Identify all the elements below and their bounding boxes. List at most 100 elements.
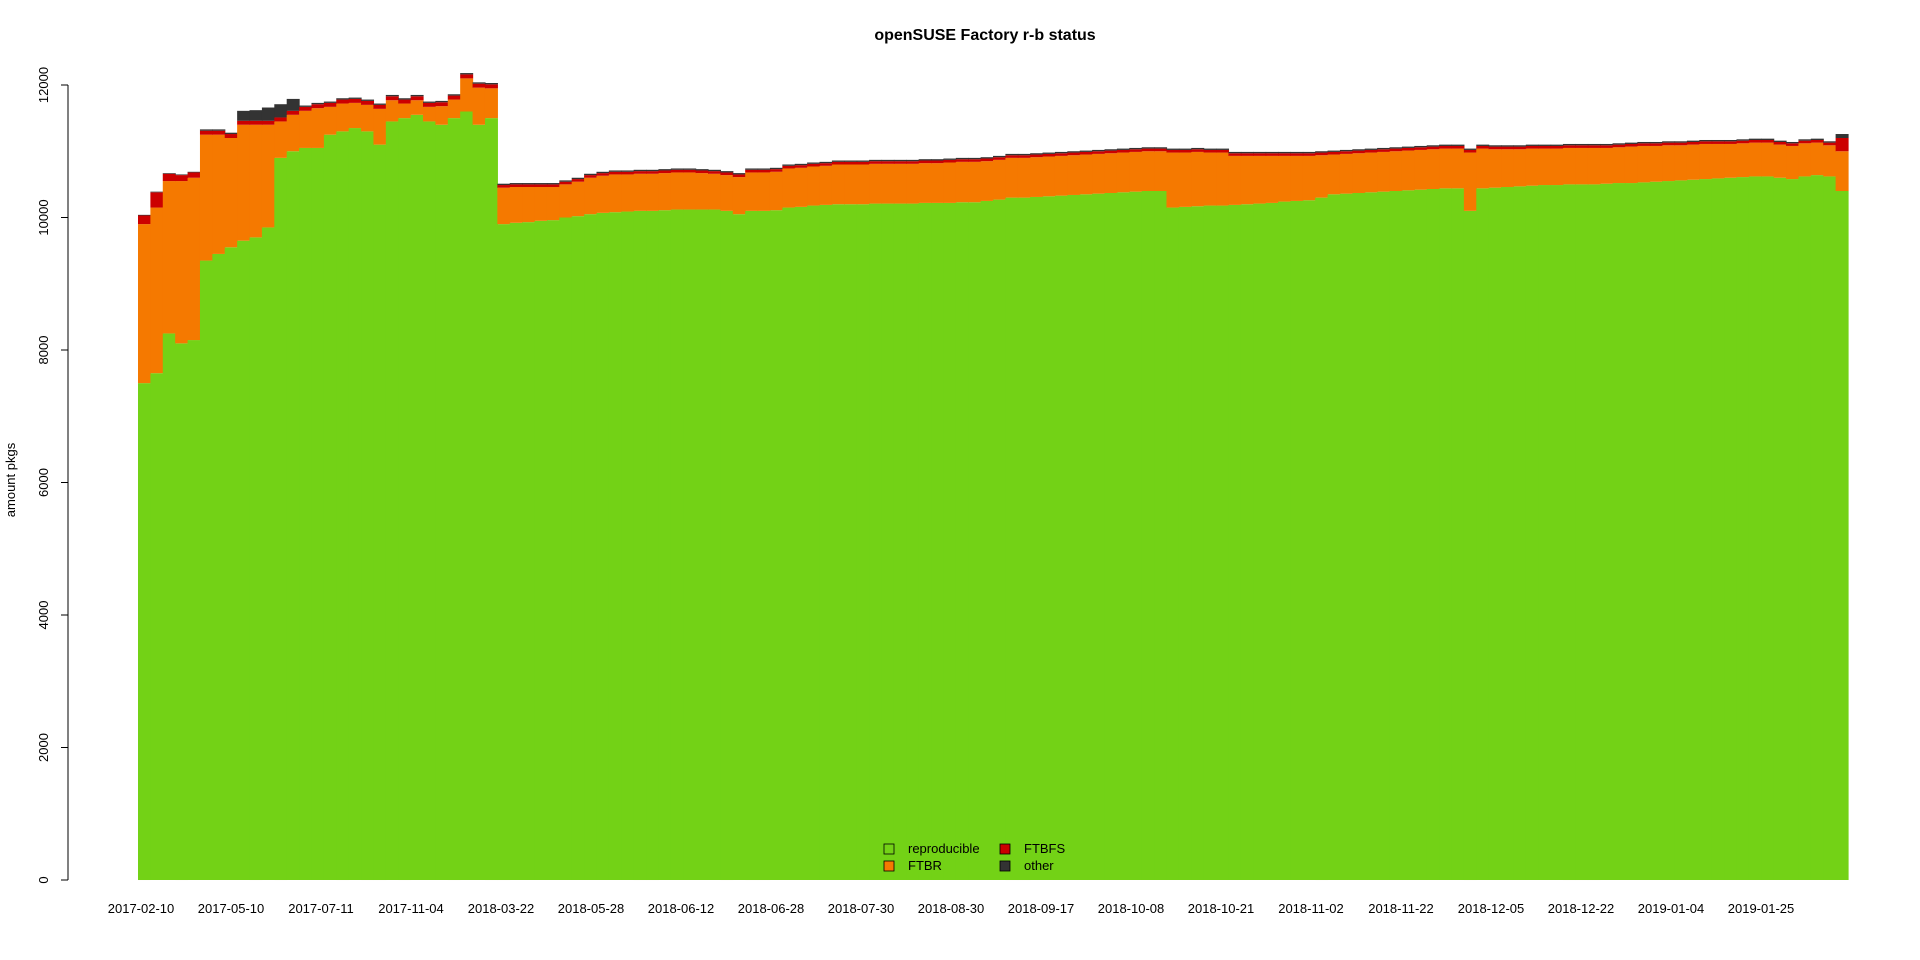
bar-other-51	[769, 167, 783, 170]
bar-other-125	[1686, 140, 1700, 142]
bar-other-123	[1662, 141, 1676, 143]
bar-reproducible-46	[708, 209, 721, 881]
bar-other-78	[1104, 149, 1118, 151]
bar-reproducible-69	[993, 199, 1006, 881]
bar-reproducible-126	[1699, 179, 1713, 880]
bar-ftbfs-108	[1476, 145, 1490, 149]
bar-ftbfs-64	[931, 160, 945, 164]
bar-ftbr-88	[1228, 155, 1242, 205]
bar-reproducible-60	[881, 203, 895, 881]
bar-ftbfs-32	[534, 184, 548, 188]
bar-ftbr-18	[361, 104, 375, 132]
bar-other-5	[199, 129, 213, 131]
bar-reproducible-47	[720, 210, 734, 881]
bar-reproducible-110	[1501, 187, 1515, 880]
bar-ftbr-133	[1786, 145, 1800, 180]
bar-ftbfs-21	[398, 99, 412, 104]
bar-other-87	[1216, 148, 1230, 150]
bar-other-66	[955, 157, 969, 160]
x-tick-label: 2018-10-08	[1098, 901, 1165, 916]
bar-reproducible-33	[546, 220, 560, 880]
bar-ftbr-5	[199, 134, 213, 261]
bar-ftbr-97	[1339, 153, 1353, 194]
bar-other-105	[1439, 144, 1453, 146]
bar-ftbfs-20	[385, 96, 399, 101]
bar-other-116	[1575, 143, 1589, 146]
bar-other-32	[534, 183, 548, 185]
bar-ftbfs-8	[237, 120, 251, 125]
bar-reproducible-37	[596, 212, 610, 881]
bar-ftbr-55	[819, 165, 833, 205]
bar-other-124	[1674, 141, 1688, 143]
bar-ftbr-82	[1154, 151, 1168, 191]
bar-ftbr-109	[1488, 149, 1502, 188]
bar-ftbfs-119	[1612, 144, 1626, 148]
bar-reproducible-12	[286, 151, 300, 880]
bar-ftbfs-106	[1451, 145, 1465, 149]
y-tick-label: 6000	[36, 468, 51, 497]
bar-ftbr-63	[918, 163, 932, 203]
bar-reproducible-98	[1352, 192, 1366, 881]
bar-ftbr-84	[1178, 152, 1192, 207]
bar-other-108	[1476, 144, 1490, 146]
bar-reproducible-58	[856, 204, 870, 880]
bar-ftbfs-57	[844, 161, 858, 165]
y-tick-label: 12000	[36, 67, 51, 103]
bar-ftbfs-125	[1686, 141, 1700, 145]
bar-other-134	[1798, 139, 1812, 141]
bar-other-14	[311, 102, 325, 105]
bar-other-52	[782, 164, 796, 166]
bar-other-75	[1067, 151, 1081, 153]
bar-ftbr-116	[1575, 147, 1589, 185]
bar-ftbfs-7	[224, 134, 238, 138]
bar-other-135	[1810, 138, 1824, 140]
x-axis: 2017-02-10 2017-05-10 2017-07-11 2017-11-04…	[108, 901, 1795, 916]
bar-ftbr-121	[1637, 145, 1651, 183]
bar-reproducible-31	[522, 222, 536, 880]
bar-ftbfs-26	[460, 74, 474, 79]
bar-other-119	[1612, 143, 1626, 145]
bar-reproducible-76	[1079, 194, 1093, 880]
bar-ftbr-78	[1104, 153, 1118, 193]
bar-ftbfs-73	[1042, 153, 1056, 157]
bar-ftbr-132	[1773, 144, 1787, 178]
bar-other-12	[286, 98, 300, 111]
bar-other-44	[683, 168, 697, 170]
bar-reproducible-113	[1538, 185, 1552, 881]
bar-ftbfs-104	[1426, 146, 1440, 150]
bar-other-89	[1240, 151, 1254, 154]
bar-ftbfs-94	[1302, 153, 1316, 156]
bar-ftbfs-23	[423, 102, 436, 107]
bar-reproducible-70	[1005, 197, 1019, 881]
bar-ftbr-93	[1290, 155, 1304, 201]
bar-ftbr-98	[1352, 153, 1366, 193]
bar-reproducible-39	[621, 211, 635, 881]
bar-ftbfs-90	[1253, 153, 1267, 156]
bar-ftbr-61	[893, 163, 907, 204]
bar-ftbr-137	[1835, 151, 1849, 191]
bar-other-40	[633, 169, 647, 172]
bar-ftbr-83	[1166, 152, 1180, 208]
bar-ftbfs-43	[670, 169, 684, 173]
bar-ftbfs-134	[1798, 140, 1812, 144]
bar-ftbfs-113	[1538, 145, 1552, 149]
bar-reproducible-99	[1364, 192, 1378, 880]
bar-other-103	[1414, 145, 1428, 148]
bar-other-55	[819, 161, 833, 164]
bar-reproducible-36	[584, 214, 598, 880]
bar-ftbr-113	[1538, 148, 1552, 186]
y-tick-label: 8000	[36, 336, 51, 365]
bar-ftbr-125	[1686, 144, 1700, 180]
bar-ftbr-112	[1525, 148, 1539, 186]
x-tick-label: 2018-12-22	[1548, 901, 1615, 916]
bar-other-93	[1290, 151, 1304, 154]
bar-ftbfs-53	[794, 165, 808, 168]
bar-ftbr-20	[385, 100, 399, 122]
bar-ftbr-86	[1203, 152, 1217, 206]
bar-other-59	[869, 159, 883, 162]
bar-ftbfs-4	[187, 172, 201, 178]
bar-reproducible-6	[212, 253, 226, 880]
bar-other-69	[993, 155, 1006, 158]
bar-ftbfs-37	[596, 173, 610, 176]
bar-other-128	[1724, 139, 1738, 142]
